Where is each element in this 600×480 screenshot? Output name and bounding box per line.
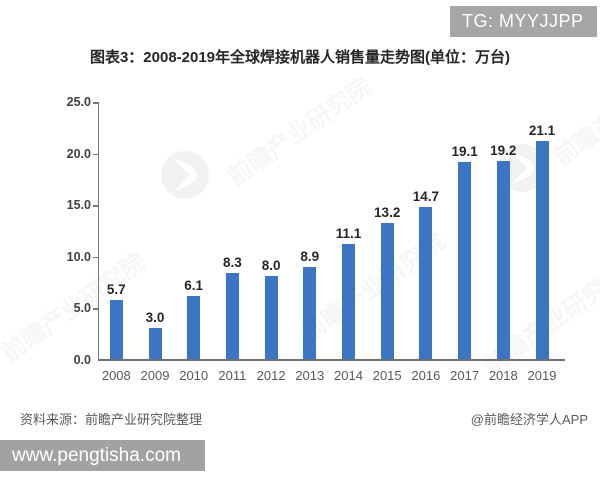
x-tick-label: 2010 (179, 368, 209, 383)
y-tick (93, 308, 99, 310)
x-tick-label: 2009 (140, 368, 170, 383)
bar-2018 (496, 161, 510, 359)
x-tick-label: 2019 (527, 368, 557, 383)
bar-2016 (419, 207, 433, 359)
tg-contact-badge: TG: MYYJJPP (450, 6, 597, 37)
bar-value-label: 5.7 (106, 282, 126, 297)
x-tick-label: 2016 (411, 368, 441, 383)
bar-value-label: 8.0 (261, 258, 281, 273)
bar-value-label: 3.0 (145, 310, 165, 325)
x-tick-label: 2015 (372, 368, 402, 383)
y-tick (93, 102, 99, 104)
x-tick-label: 2008 (101, 368, 131, 383)
y-tick-label: 25.0 (66, 95, 91, 109)
x-tick-label: 2013 (295, 368, 325, 383)
chart-title: 图表3：2008-2019年全球焊接机器人销售量走势图(单位：万台) (89, 49, 511, 66)
bar-2008 (109, 300, 123, 359)
bar-2017 (458, 162, 472, 359)
x-tick-label: 2014 (334, 368, 363, 383)
bar-2010 (187, 296, 201, 359)
x-tick-label: 2012 (256, 368, 286, 383)
bar-value-label: 6.1 (184, 278, 204, 293)
bar-value-label: 8.3 (223, 255, 242, 270)
bar-2011 (225, 273, 239, 359)
bar-2019 (535, 141, 549, 359)
data-source-note: 资料来源：前瞻产业研究院整理 (20, 412, 203, 427)
bar-value-label: 21.1 (528, 123, 556, 138)
y-tick-label: 15.0 (66, 198, 91, 213)
bar-value-label: 13.2 (374, 205, 401, 220)
y-tick (93, 153, 99, 156)
x-tick-label: 2011 (218, 368, 247, 383)
y-tick-label: 0.0 (73, 353, 91, 367)
bar-value-label: 14.7 (412, 189, 440, 204)
website-bar: www.pengtisha.com (0, 440, 205, 471)
bar-2015 (380, 223, 394, 359)
bar-2012 (264, 276, 278, 359)
bar-value-label: 19.1 (451, 144, 478, 159)
bar-2009 (148, 328, 162, 359)
bar-2013 (303, 267, 317, 359)
y-tick (93, 205, 99, 207)
bar-value-label: 11.1 (335, 226, 362, 241)
bar-value-label: 8.9 (300, 249, 320, 264)
bar-value-label: 19.2 (490, 143, 517, 158)
bar-2014 (342, 244, 355, 359)
y-tick-label: 20.0 (66, 146, 91, 161)
plot-area: 5.7 2008 3.0 2009 6.1 2010 8.3 2011 8.0 2012 8.9 20… (67, 95, 565, 383)
y-tick-label: 5.0 (73, 301, 91, 316)
y-tick-label: 10.0 (66, 249, 91, 264)
x-tick-label: 2017 (450, 368, 480, 383)
y-tick (93, 256, 99, 259)
credit-note: @前瞻经济学人APP (470, 412, 588, 427)
x-tick-label: 2018 (488, 368, 518, 383)
